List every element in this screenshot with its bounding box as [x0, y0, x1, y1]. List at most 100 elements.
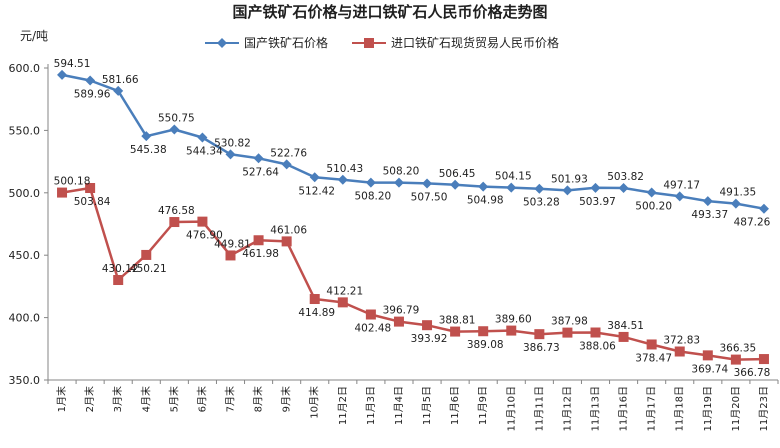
- x-tick-label: 7月末: [224, 386, 237, 412]
- data-point: [225, 250, 236, 261]
- y-tick-label: 450.0: [9, 249, 41, 262]
- data-label: 491.35: [720, 187, 757, 199]
- data-label: 512.42: [298, 185, 335, 197]
- series-line-0: [61, 73, 765, 210]
- legend-marker-domestic: [217, 38, 227, 48]
- chart-axes: 600.0 550.0 500.0 450.0 400.0 350.0 1月末 2月末 3月末 4…: [9, 62, 779, 431]
- data-point: [646, 339, 657, 350]
- legend-label-domestic: 国产铁矿石价格: [244, 35, 328, 50]
- data-label: 530.82: [214, 137, 251, 149]
- x-tick-label: 11月6日: [449, 386, 461, 425]
- data-point: [674, 346, 685, 357]
- x-tick-label: 11月20日: [730, 386, 742, 431]
- data-label: 507.50: [411, 191, 448, 203]
- data-label: 497.17: [663, 179, 700, 191]
- data-point: [562, 185, 573, 196]
- data-point: [674, 191, 685, 202]
- data-point: [618, 331, 629, 342]
- data-label: 372.83: [663, 335, 700, 347]
- data-label: 366.78: [734, 367, 771, 379]
- data-point: [365, 309, 376, 320]
- data-label: 430.12: [102, 263, 139, 275]
- data-point: [534, 183, 545, 194]
- data-label: 461.98: [242, 248, 279, 260]
- x-tick-label: 11月17日: [646, 386, 658, 431]
- data-point: [618, 183, 629, 194]
- data-label: 503.84: [74, 196, 111, 208]
- data-point: [422, 178, 433, 189]
- x-tick-label: 3月末: [111, 386, 124, 412]
- data-point: [450, 326, 461, 337]
- data-label: 504.15: [495, 171, 532, 183]
- x-tick-label: 8月末: [252, 386, 265, 412]
- data-point: [506, 325, 517, 336]
- data-point: [141, 249, 152, 260]
- x-tick-label: 11月5日: [421, 386, 433, 425]
- y-tick-label: 600.0: [9, 62, 41, 75]
- data-point: [253, 153, 264, 164]
- data-point: [57, 69, 68, 80]
- data-label: 581.66: [102, 74, 139, 86]
- data-label: 386.73: [523, 342, 560, 354]
- data-point: [113, 85, 124, 96]
- data-label: 476.90: [186, 230, 223, 242]
- data-label: 589.96: [74, 89, 111, 101]
- data-label: 414.89: [298, 307, 335, 319]
- y-tick-label: 500.0: [9, 187, 41, 200]
- x-tick-label: 1月末: [55, 386, 68, 412]
- data-point: [450, 179, 461, 190]
- data-label: 378.47: [635, 352, 672, 364]
- data-label: 402.48: [355, 323, 392, 335]
- data-point: [590, 182, 601, 193]
- data-point: [393, 316, 404, 327]
- data-label: 389.08: [467, 339, 504, 351]
- data-point: [337, 297, 348, 308]
- x-tick-label: 11月16日: [618, 386, 630, 431]
- data-point: [702, 196, 713, 207]
- x-tick-label: 9月末: [280, 386, 293, 412]
- data-point: [478, 181, 489, 192]
- data-label: 393.92: [411, 333, 448, 345]
- data-label: 461.06: [270, 224, 307, 236]
- series-markers: [57, 69, 769, 365]
- data-point: [730, 198, 741, 209]
- data-labels: 594.51 589.96 581.66 545.38 550.75 544.34530.…: [54, 58, 771, 379]
- data-point: [85, 183, 96, 194]
- data-label: 510.43: [326, 163, 363, 175]
- data-label: 384.51: [607, 320, 644, 332]
- x-tick-label: 2月末: [83, 386, 96, 412]
- x-tick-label: 11月11日: [533, 386, 545, 431]
- y-tick-label: 350.0: [9, 374, 41, 387]
- x-tick-label: 11月18日: [674, 386, 686, 431]
- data-point: [169, 124, 180, 135]
- data-label: 522.76: [270, 147, 307, 159]
- x-tick-label: 11月4日: [393, 386, 405, 425]
- x-tick-label: 11月9日: [477, 386, 489, 425]
- x-tick-label: 11月13日: [590, 386, 602, 431]
- data-label: 500.20: [635, 201, 672, 213]
- data-label: 387.98: [551, 316, 588, 328]
- y-tick-label: 550.0: [9, 124, 41, 137]
- data-label: 369.74: [691, 363, 728, 375]
- x-tick-label: 5月末: [167, 386, 180, 412]
- data-point: [197, 216, 208, 227]
- data-point: [562, 327, 573, 338]
- x-tick-label: 10月末: [308, 386, 321, 419]
- data-point: [393, 177, 404, 188]
- data-point: [253, 235, 264, 246]
- data-point: [57, 187, 68, 198]
- data-point: [85, 75, 96, 86]
- data-label: 389.60: [495, 314, 532, 326]
- data-label: 545.38: [130, 144, 167, 156]
- data-point: [478, 326, 489, 337]
- data-point: [590, 327, 601, 338]
- data-label: 449.81: [214, 238, 251, 250]
- legend-label-import: 进口铁矿石现货贸易人民币价格: [391, 35, 559, 50]
- y-tick-label: 400.0: [9, 312, 41, 325]
- data-label: 544.34: [186, 145, 223, 157]
- data-point: [141, 131, 152, 142]
- data-label: 550.75: [158, 112, 195, 124]
- data-label: 503.82: [607, 171, 644, 183]
- data-label: 594.51: [54, 58, 91, 70]
